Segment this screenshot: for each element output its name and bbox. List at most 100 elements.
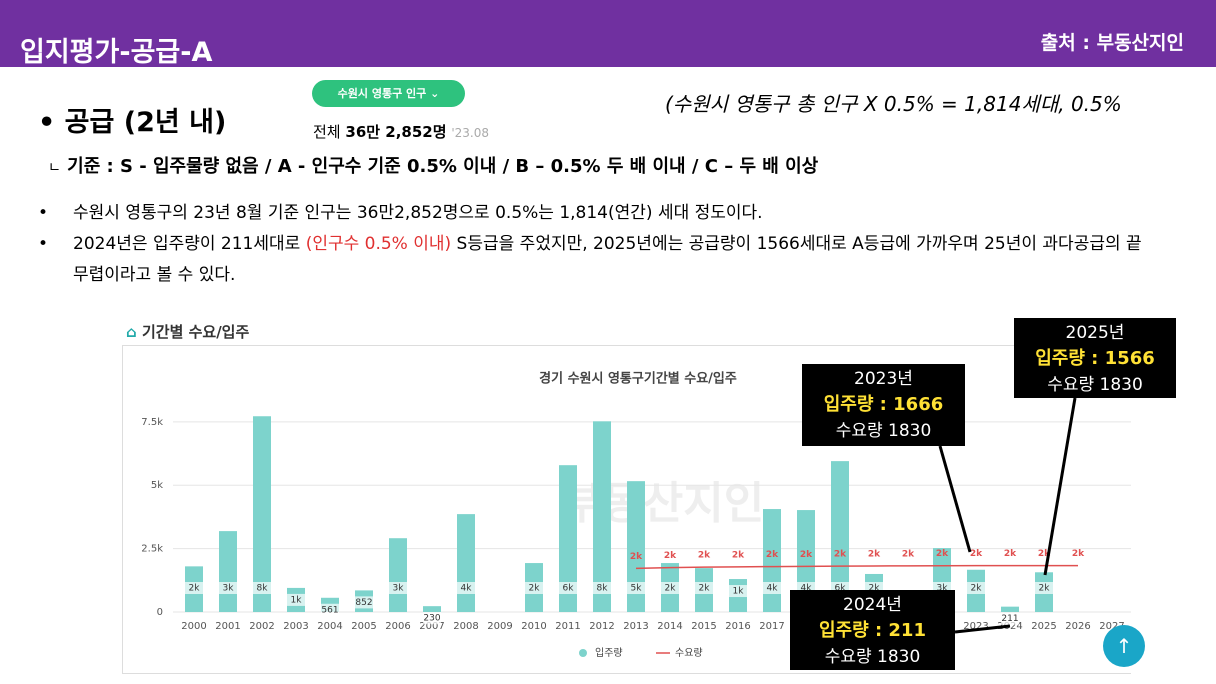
- legend-swatch: [579, 649, 587, 657]
- source: 출처 : 부동산지인: [1040, 32, 1184, 54]
- x-tick-label: 2027: [1099, 621, 1124, 632]
- x-tick-label: 2005: [351, 621, 376, 632]
- criteria: 기준 : S - 입주물량 없음 / A - 인구수 기준 0.5% 이내 / …: [67, 156, 819, 177]
- bar: [457, 514, 475, 612]
- heading-text: 공급 (2년 내): [64, 107, 227, 138]
- label-bg: [287, 593, 305, 606]
- data-label: 2k: [936, 549, 949, 559]
- chart-title: 경기 수원시 영통구기간별 수요/입주: [539, 371, 737, 387]
- highlight: (인구수 0.5% 이내): [305, 234, 452, 254]
- data-label: 2k: [665, 584, 677, 594]
- data-label: 2k: [970, 549, 983, 559]
- bar: [593, 421, 611, 612]
- label-bg: [661, 582, 679, 594]
- bullet: • 2024년은 입주량이 211세대로 (인구수 0.5% 이내) S등급을 주…: [38, 229, 1148, 291]
- callout-supply: 입주량 : 1666: [823, 394, 944, 415]
- callout-demand: 수요량 1830: [824, 647, 921, 667]
- label-bg: [321, 603, 339, 616]
- data-label: 1k: [291, 595, 303, 605]
- y-tick-label: 2.5k: [141, 544, 163, 555]
- legend-label: 수요량: [675, 647, 703, 659]
- x-tick-label: 2013: [623, 621, 648, 632]
- data-label: 2k: [189, 584, 201, 594]
- x-tick-label: 2011: [555, 621, 580, 632]
- bar: [389, 538, 407, 612]
- data-label: 2k: [902, 549, 915, 559]
- section-text: 기간별 수요/입주: [141, 323, 250, 341]
- data-label: 1k: [733, 587, 745, 597]
- x-tick-label: 2003: [283, 621, 308, 632]
- x-tick-label: 2023: [963, 621, 988, 632]
- data-label: 2k: [800, 550, 813, 560]
- data-label: 2k: [699, 584, 711, 594]
- data-label: 3k: [393, 584, 405, 594]
- y-tick-label: 5k: [151, 480, 163, 491]
- formula: (수원시 영통구 총 인구 X 0.5% = 1,814세대, 0.5%: [665, 92, 1122, 116]
- data-label: 8k: [597, 584, 609, 594]
- prefix: 전체: [313, 123, 341, 141]
- bullet: • 수원시 영통구의 23년 8월 기준 인구는 36만2,852명으로 0.5%…: [38, 198, 1148, 229]
- data-label: 6k: [835, 584, 847, 594]
- data-label: 2k: [869, 584, 881, 594]
- callout-year: 2025년: [1065, 323, 1125, 343]
- label-bg: [355, 596, 373, 609]
- x-tick-label: 2001: [215, 621, 240, 632]
- y-tick-label: 0: [157, 607, 163, 618]
- data-label: 2k: [630, 552, 643, 562]
- data-label: 6k: [563, 584, 575, 594]
- icon: ⌂: [126, 323, 137, 341]
- bullet-text: 수원시 영통구의 23년 8월 기준 인구는 36만2,852명으로 0.5%는…: [73, 203, 763, 223]
- x-tick-label: 2012: [589, 621, 614, 632]
- x-tick-label: 2016: [725, 621, 750, 632]
- bar: [1001, 606, 1019, 612]
- data-label: 4k: [767, 584, 779, 594]
- label-bg: [185, 582, 203, 594]
- label-bg: [1001, 612, 1019, 625]
- chart: 경기 수원시 영통구기간별 수요/입주 부동산지인 02.5k5k7.5k200…: [122, 345, 1131, 674]
- data-label: 2k: [664, 551, 677, 561]
- data-label: 2k: [529, 584, 541, 594]
- callout-demand: 수요량 1830: [835, 421, 932, 441]
- data-label: 2k: [732, 550, 745, 560]
- total: 36만 2,852명: [345, 123, 447, 141]
- data-label: 5k: [631, 584, 643, 594]
- bar: [253, 416, 271, 612]
- callout-demand: 수요량 1830: [1047, 375, 1143, 395]
- data-label: 2k: [834, 550, 847, 560]
- label-bg: [457, 582, 475, 594]
- criteria-mark: ㄴ: [48, 160, 61, 176]
- bar: [627, 481, 645, 612]
- region-button[interactable]: 수원시 영통구 인구 ⌄: [312, 80, 465, 107]
- bullet-text: 2024년은 입주량이 211세대로 (인구수 0.5% 이내) S등급을 주었…: [73, 229, 1148, 291]
- data-label: 211: [1001, 614, 1018, 624]
- data-label: 4k: [461, 584, 473, 594]
- data-label: 2k: [868, 549, 881, 559]
- label-bg: [253, 582, 271, 594]
- data-label: 8k: [257, 584, 269, 594]
- x-tick-label: 2010: [521, 621, 546, 632]
- label-bg: [695, 582, 713, 594]
- scroll-top-button[interactable]: ↑: [1103, 625, 1145, 667]
- bar: [423, 606, 441, 612]
- bar: [219, 531, 237, 612]
- label-bg: [967, 582, 985, 594]
- label-bg: [593, 582, 611, 594]
- x-tick-label: 2006: [385, 621, 410, 632]
- data-label: 2k: [766, 550, 779, 560]
- label-bg: [423, 612, 441, 625]
- callout-year: 2024년: [843, 595, 902, 615]
- callout-year: 2023년: [854, 369, 913, 389]
- data-label: 2k: [971, 584, 983, 594]
- callout: 2025년 입주량 : 1566 수요량 1830: [1014, 318, 1176, 398]
- data-label: 3k: [937, 584, 949, 594]
- bar: [831, 461, 849, 612]
- bar: [559, 465, 577, 612]
- label-bg: [389, 582, 407, 594]
- date: '23.08: [451, 126, 489, 140]
- heading: • 공급 (2년 내): [38, 107, 227, 138]
- data-label: 852: [355, 598, 372, 608]
- data-label: 2k: [1038, 549, 1051, 559]
- data-label: 4k: [801, 584, 813, 594]
